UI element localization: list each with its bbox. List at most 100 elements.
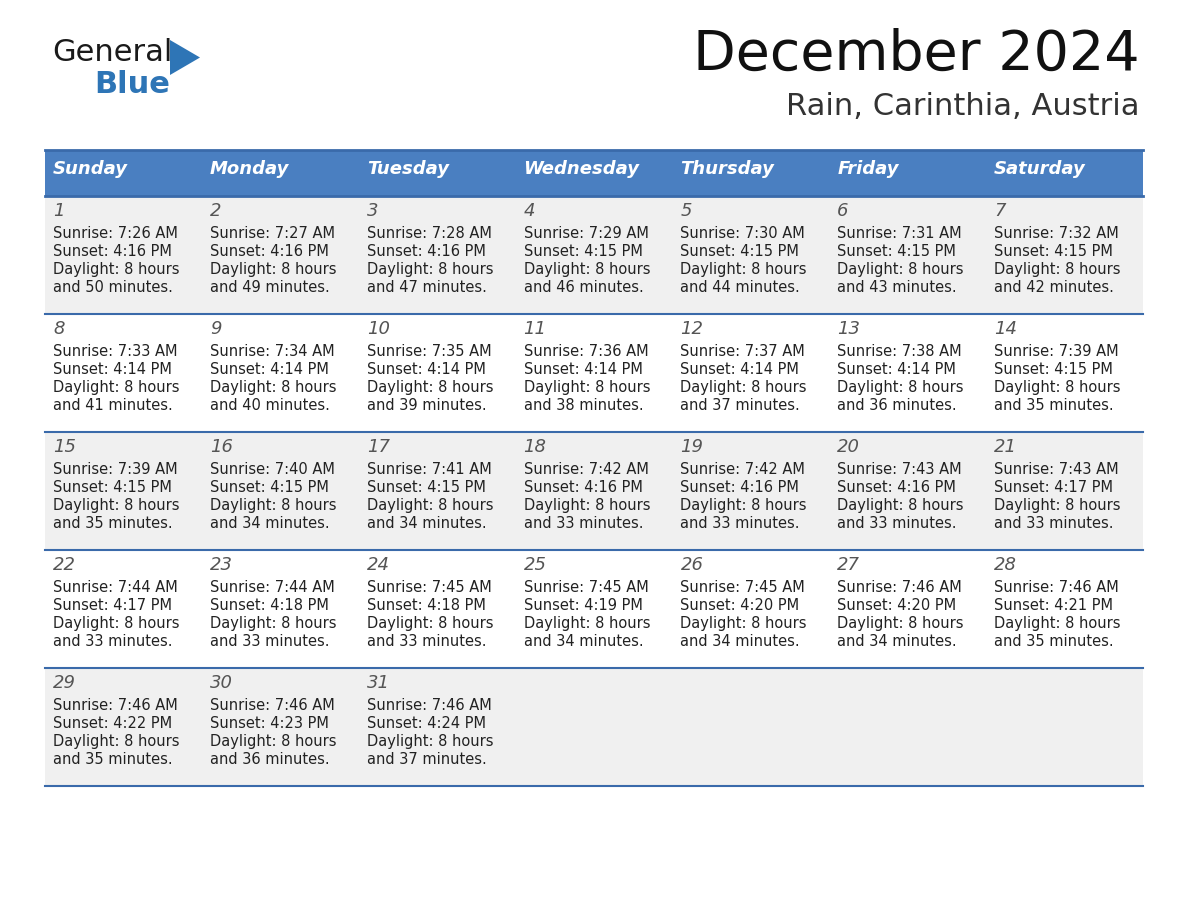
Text: Sunrise: 7:44 AM: Sunrise: 7:44 AM xyxy=(210,580,335,595)
Bar xyxy=(829,432,986,550)
Bar xyxy=(359,432,516,550)
Text: Sunset: 4:24 PM: Sunset: 4:24 PM xyxy=(367,716,486,731)
Text: Daylight: 8 hours: Daylight: 8 hours xyxy=(994,498,1120,513)
Text: 17: 17 xyxy=(367,438,390,456)
Bar xyxy=(359,314,516,432)
Bar xyxy=(202,314,359,432)
Text: Sunset: 4:21 PM: Sunset: 4:21 PM xyxy=(994,598,1113,613)
Text: 13: 13 xyxy=(838,320,860,338)
Text: Sunset: 4:14 PM: Sunset: 4:14 PM xyxy=(524,362,643,377)
Text: and 34 minutes.: and 34 minutes. xyxy=(681,634,800,649)
Text: Sunset: 4:18 PM: Sunset: 4:18 PM xyxy=(367,598,486,613)
Bar xyxy=(45,550,202,668)
Text: Sunset: 4:17 PM: Sunset: 4:17 PM xyxy=(53,598,172,613)
Bar xyxy=(516,550,672,668)
Bar xyxy=(829,550,986,668)
Text: Sunset: 4:15 PM: Sunset: 4:15 PM xyxy=(838,244,956,259)
Bar xyxy=(829,314,986,432)
Text: Sunset: 4:16 PM: Sunset: 4:16 PM xyxy=(53,244,172,259)
Text: Sunrise: 7:31 AM: Sunrise: 7:31 AM xyxy=(838,226,962,241)
Text: 12: 12 xyxy=(681,320,703,338)
Text: Sunrise: 7:36 AM: Sunrise: 7:36 AM xyxy=(524,344,649,359)
Text: Sunset: 4:14 PM: Sunset: 4:14 PM xyxy=(53,362,172,377)
Text: and 41 minutes.: and 41 minutes. xyxy=(53,398,172,413)
Text: Sunset: 4:16 PM: Sunset: 4:16 PM xyxy=(367,244,486,259)
Text: Sunrise: 7:29 AM: Sunrise: 7:29 AM xyxy=(524,226,649,241)
Text: and 35 minutes.: and 35 minutes. xyxy=(53,516,172,531)
Text: Sunset: 4:16 PM: Sunset: 4:16 PM xyxy=(681,480,800,495)
Text: Daylight: 8 hours: Daylight: 8 hours xyxy=(210,380,336,395)
Text: Sunrise: 7:46 AM: Sunrise: 7:46 AM xyxy=(210,698,335,713)
Bar xyxy=(45,150,202,196)
Text: Daylight: 8 hours: Daylight: 8 hours xyxy=(681,616,807,631)
Text: and 34 minutes.: and 34 minutes. xyxy=(838,634,956,649)
Text: and 49 minutes.: and 49 minutes. xyxy=(210,280,329,295)
Text: 16: 16 xyxy=(210,438,233,456)
Text: Daylight: 8 hours: Daylight: 8 hours xyxy=(838,616,963,631)
Text: Daylight: 8 hours: Daylight: 8 hours xyxy=(367,734,493,749)
Bar xyxy=(202,432,359,550)
Bar xyxy=(45,314,202,432)
Text: Daylight: 8 hours: Daylight: 8 hours xyxy=(524,262,650,277)
Bar xyxy=(202,196,359,314)
Text: Sunset: 4:14 PM: Sunset: 4:14 PM xyxy=(367,362,486,377)
Text: 15: 15 xyxy=(53,438,76,456)
Text: Sunset: 4:16 PM: Sunset: 4:16 PM xyxy=(524,480,643,495)
Bar xyxy=(202,668,359,786)
Text: Sunrise: 7:43 AM: Sunrise: 7:43 AM xyxy=(994,462,1119,477)
Text: and 43 minutes.: and 43 minutes. xyxy=(838,280,956,295)
Text: Sunrise: 7:43 AM: Sunrise: 7:43 AM xyxy=(838,462,962,477)
Bar xyxy=(516,150,672,196)
Text: and 40 minutes.: and 40 minutes. xyxy=(210,398,330,413)
Text: Sunrise: 7:39 AM: Sunrise: 7:39 AM xyxy=(53,462,178,477)
Text: and 37 minutes.: and 37 minutes. xyxy=(367,752,486,767)
Text: and 33 minutes.: and 33 minutes. xyxy=(367,634,486,649)
Text: Sunset: 4:15 PM: Sunset: 4:15 PM xyxy=(210,480,329,495)
Text: Sunset: 4:15 PM: Sunset: 4:15 PM xyxy=(367,480,486,495)
Text: 24: 24 xyxy=(367,556,390,574)
Text: 26: 26 xyxy=(681,556,703,574)
Text: Sunrise: 7:40 AM: Sunrise: 7:40 AM xyxy=(210,462,335,477)
Bar xyxy=(45,432,202,550)
Text: Daylight: 8 hours: Daylight: 8 hours xyxy=(524,498,650,513)
Text: Sunset: 4:14 PM: Sunset: 4:14 PM xyxy=(210,362,329,377)
Text: Sunrise: 7:34 AM: Sunrise: 7:34 AM xyxy=(210,344,335,359)
Text: 20: 20 xyxy=(838,438,860,456)
Text: and 50 minutes.: and 50 minutes. xyxy=(53,280,173,295)
Text: Sunset: 4:16 PM: Sunset: 4:16 PM xyxy=(210,244,329,259)
Text: and 33 minutes.: and 33 minutes. xyxy=(210,634,329,649)
Text: Wednesday: Wednesday xyxy=(524,160,639,178)
Text: Daylight: 8 hours: Daylight: 8 hours xyxy=(994,616,1120,631)
Text: Sunrise: 7:38 AM: Sunrise: 7:38 AM xyxy=(838,344,962,359)
Text: 31: 31 xyxy=(367,674,390,692)
Bar xyxy=(986,550,1143,668)
Text: Daylight: 8 hours: Daylight: 8 hours xyxy=(210,616,336,631)
Text: and 35 minutes.: and 35 minutes. xyxy=(994,398,1114,413)
Text: and 34 minutes.: and 34 minutes. xyxy=(210,516,329,531)
Text: and 36 minutes.: and 36 minutes. xyxy=(210,752,329,767)
Text: Daylight: 8 hours: Daylight: 8 hours xyxy=(53,734,179,749)
Text: Sunrise: 7:41 AM: Sunrise: 7:41 AM xyxy=(367,462,492,477)
Text: and 46 minutes.: and 46 minutes. xyxy=(524,280,644,295)
Text: Daylight: 8 hours: Daylight: 8 hours xyxy=(53,380,179,395)
Text: and 33 minutes.: and 33 minutes. xyxy=(53,634,172,649)
Bar xyxy=(829,150,986,196)
Text: 1: 1 xyxy=(53,202,64,220)
Text: Sunset: 4:23 PM: Sunset: 4:23 PM xyxy=(210,716,329,731)
Text: December 2024: December 2024 xyxy=(694,28,1140,82)
Text: Sunrise: 7:42 AM: Sunrise: 7:42 AM xyxy=(524,462,649,477)
Text: 27: 27 xyxy=(838,556,860,574)
Text: 10: 10 xyxy=(367,320,390,338)
Bar xyxy=(986,432,1143,550)
Text: 4: 4 xyxy=(524,202,535,220)
Text: and 42 minutes.: and 42 minutes. xyxy=(994,280,1114,295)
Text: 30: 30 xyxy=(210,674,233,692)
Text: Sunset: 4:18 PM: Sunset: 4:18 PM xyxy=(210,598,329,613)
Text: Daylight: 8 hours: Daylight: 8 hours xyxy=(994,380,1120,395)
Text: Sunset: 4:20 PM: Sunset: 4:20 PM xyxy=(681,598,800,613)
Text: Sunrise: 7:35 AM: Sunrise: 7:35 AM xyxy=(367,344,492,359)
Text: Daylight: 8 hours: Daylight: 8 hours xyxy=(53,262,179,277)
Text: Daylight: 8 hours: Daylight: 8 hours xyxy=(367,616,493,631)
Text: 19: 19 xyxy=(681,438,703,456)
Text: Daylight: 8 hours: Daylight: 8 hours xyxy=(681,380,807,395)
